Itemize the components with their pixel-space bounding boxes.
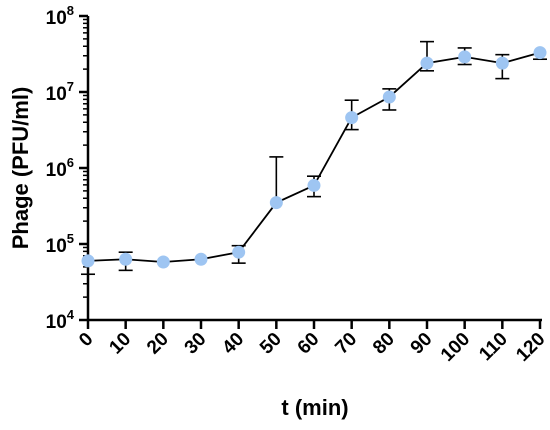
y-tick-base: 10 <box>46 160 67 181</box>
y-tick-base: 10 <box>46 84 67 105</box>
x-tick-label: 90 <box>407 329 437 359</box>
y-tick-label: 108 <box>46 3 74 29</box>
x-ticks: 0 10 20 30 40 50 60 70 80 90 100 110 120 <box>75 320 550 366</box>
x-tick-label: 0 <box>75 329 97 351</box>
y-tick-base: 10 <box>46 236 67 257</box>
data-point <box>232 245 246 259</box>
y-tick-base: 10 <box>46 312 67 333</box>
data-point <box>119 252 133 266</box>
x-tick-label: 120 <box>512 329 549 366</box>
x-tick-label: 40 <box>218 329 248 359</box>
x-tick-label: 110 <box>475 329 512 366</box>
data-point <box>345 111 359 125</box>
y-axis-title: Phage (PFU/ml) <box>8 87 33 250</box>
y-tick-exponent: 5 <box>67 231 74 246</box>
x-tick-label: 70 <box>331 329 361 359</box>
y-tick-label: 106 <box>46 155 74 181</box>
x-tick-label: 60 <box>294 329 324 359</box>
y-tick-label: 105 <box>46 231 74 257</box>
y-tick-base: 10 <box>46 8 67 29</box>
data-point <box>420 56 434 70</box>
series <box>81 40 547 276</box>
y-tick-label: 107 <box>46 79 74 105</box>
y-tick-exponent: 4 <box>67 307 75 322</box>
data-point <box>269 196 283 210</box>
x-tick-label: 20 <box>143 329 173 359</box>
data-point <box>156 255 170 269</box>
series-line <box>87 51 541 263</box>
y-tick-exponent: 6 <box>67 155 74 170</box>
x-tick-label: 10 <box>105 329 135 359</box>
data-point <box>533 46 547 60</box>
data-point <box>307 178 321 192</box>
x-tick-label: 100 <box>437 329 474 366</box>
y-tick-exponent: 8 <box>67 3 74 18</box>
x-tick-label: 80 <box>369 329 399 359</box>
data-point <box>382 90 396 104</box>
data-point <box>495 56 509 70</box>
x-tick-label: 50 <box>256 329 286 359</box>
data-point <box>458 50 472 64</box>
data-point <box>81 254 95 268</box>
x-axis-title: t (min) <box>281 395 348 420</box>
y-tick-exponent: 7 <box>67 79 74 94</box>
axes <box>86 16 542 322</box>
x-tick-label: 30 <box>181 329 211 359</box>
y-tick-label: 104 <box>46 307 75 333</box>
data-point <box>194 252 208 266</box>
